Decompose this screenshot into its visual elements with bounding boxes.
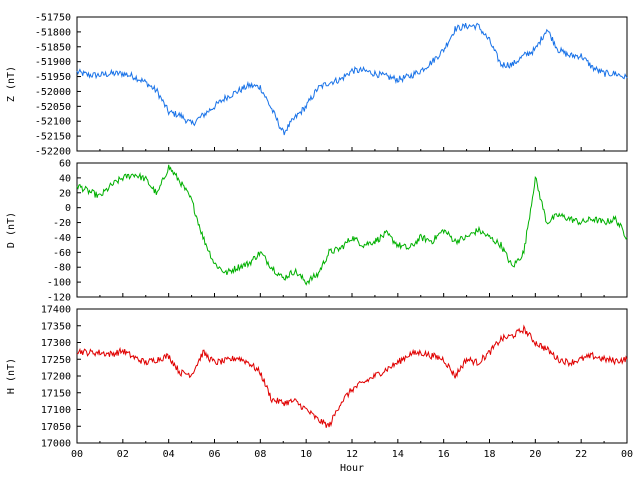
y-tick-label: -52000: [35, 87, 71, 98]
x-tick-label: 22: [575, 449, 587, 460]
y-tick-label: -52200: [35, 147, 71, 158]
y-tick-label: -51750: [35, 13, 71, 24]
y-tick-label: 17250: [41, 355, 71, 366]
y-axis-label: Z (nT): [6, 66, 17, 102]
y-tick-label: -52150: [35, 132, 71, 143]
plot-frame: [76, 16, 628, 152]
y-axis-label: D (nT): [6, 212, 17, 248]
y-tick-label: -20: [53, 218, 71, 229]
y-tick-label: -51800: [35, 27, 71, 38]
y-tick-label: -51950: [35, 72, 71, 83]
y-tick-label: 17100: [41, 405, 71, 416]
y-tick-label: -51850: [35, 42, 71, 53]
y-tick-label: -80: [53, 263, 71, 274]
x-tick-label: 02: [117, 449, 129, 460]
y-tick-label: 17350: [41, 321, 71, 332]
y-tick-label: 17200: [41, 372, 71, 383]
y-tick-label: 0: [65, 203, 71, 214]
y-tick-label: -100: [47, 278, 71, 289]
x-tick-label: 04: [163, 449, 175, 460]
plot-frame: [76, 162, 628, 298]
y-tick-label: -52050: [35, 102, 71, 113]
y-tick-label: 17000: [41, 439, 71, 450]
x-tick-label: 16: [438, 449, 450, 460]
x-tick-label: 12: [346, 449, 358, 460]
y-tick-label: 60: [59, 159, 71, 170]
y-tick-label: 17150: [41, 388, 71, 399]
y-tick-label: 17300: [41, 338, 71, 349]
y-tick-label: 40: [59, 173, 71, 184]
x-tick-label: 20: [529, 449, 541, 460]
y-axis-label: H (nT): [6, 358, 17, 394]
y-tick-label: -120: [47, 293, 71, 304]
series-line: [76, 324, 628, 428]
x-tick-label: 00: [621, 449, 633, 460]
series-line: [76, 22, 628, 136]
y-tick-label: -60: [53, 248, 71, 259]
y-tick-label: 20: [59, 188, 71, 199]
y-tick-label: 17400: [41, 305, 71, 316]
x-tick-label: 14: [392, 449, 404, 460]
x-tick-label: 06: [208, 449, 220, 460]
y-tick-label: 17050: [41, 422, 71, 433]
y-tick-label: -40: [53, 233, 71, 244]
series-line: [76, 164, 628, 286]
plot-frame: [76, 308, 628, 444]
x-tick-label: 00: [71, 449, 83, 460]
x-tick-label: 08: [254, 449, 266, 460]
y-tick-label: -52100: [35, 117, 71, 128]
y-tick-label: -51900: [35, 57, 71, 68]
x-axis-label: Hour: [340, 463, 364, 474]
x-tick-label: 10: [300, 449, 312, 460]
x-tick-label: 18: [483, 449, 495, 460]
